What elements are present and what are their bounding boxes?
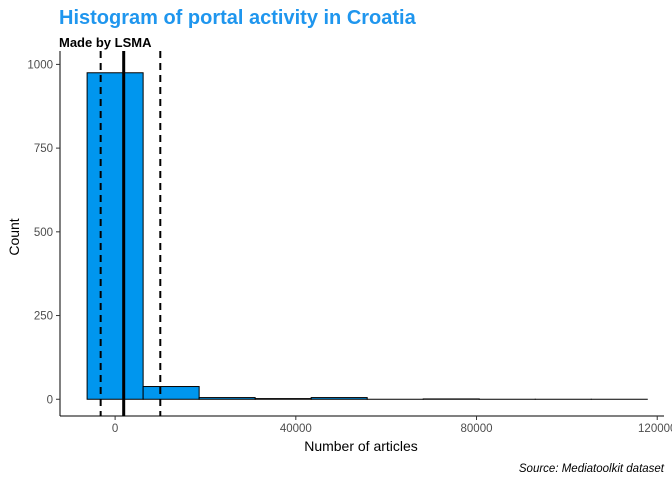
x-tick-label: 0 (112, 423, 118, 435)
histogram-bar-5 (310, 397, 368, 400)
histogram-bar-2 (142, 386, 200, 400)
chart-subtitle: Made by LSMA (59, 35, 152, 50)
chart-caption: Source: Mediatoolkit dataset (519, 463, 665, 475)
y-tick-label: 500 (34, 227, 53, 239)
axes-layer (59, 51, 664, 417)
histogram-bar-4 (254, 398, 312, 400)
y-axis-title: Count (6, 218, 22, 255)
histogram-bar-1 (86, 72, 144, 400)
y-tick-label: 1000 (27, 59, 53, 71)
y-tick-label: 0 (47, 394, 53, 406)
x-tick-label: 40000 (280, 423, 312, 435)
x-axis-title: Number of articles (304, 438, 418, 454)
histogram-bar-3 (198, 397, 256, 400)
bars-layer (86, 72, 648, 400)
chart-title: Histogram of portal activity in Croatia (59, 7, 417, 29)
reference-lines-layer (99, 51, 162, 416)
y-tick-label: 250 (34, 311, 53, 323)
x-tick-label: 80000 (461, 423, 493, 435)
y-tick-label: 750 (34, 143, 53, 155)
